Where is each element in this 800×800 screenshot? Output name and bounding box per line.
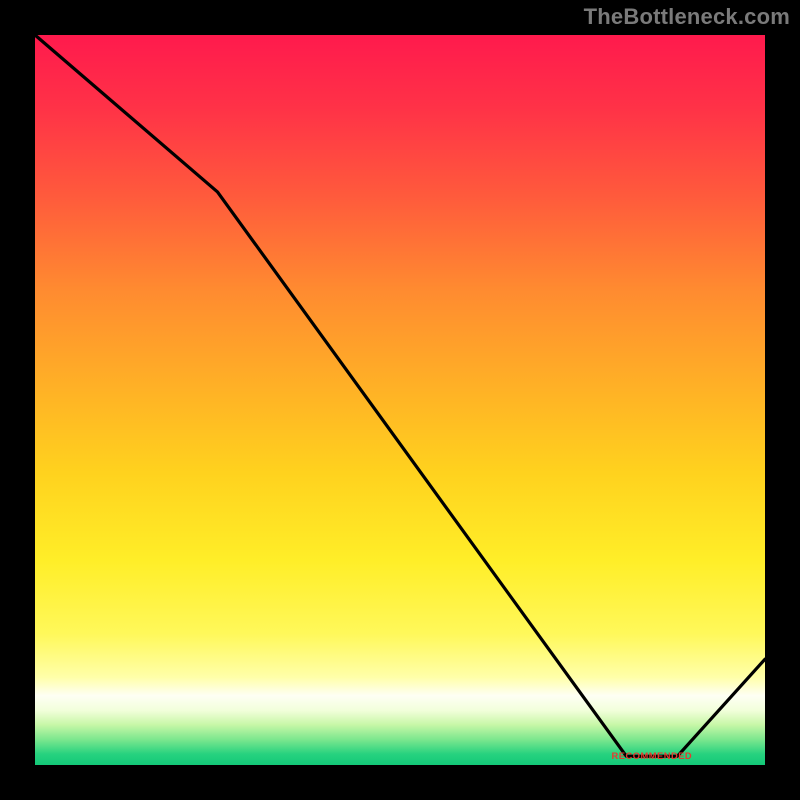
bottom-marker-label: RECOMMENDED [612,751,693,761]
plot-background [35,35,765,765]
stage: TheBottleneck.com RECOMMENDED [0,0,800,800]
attribution-text: TheBottleneck.com [584,4,790,30]
chart-canvas: RECOMMENDED [0,0,800,800]
